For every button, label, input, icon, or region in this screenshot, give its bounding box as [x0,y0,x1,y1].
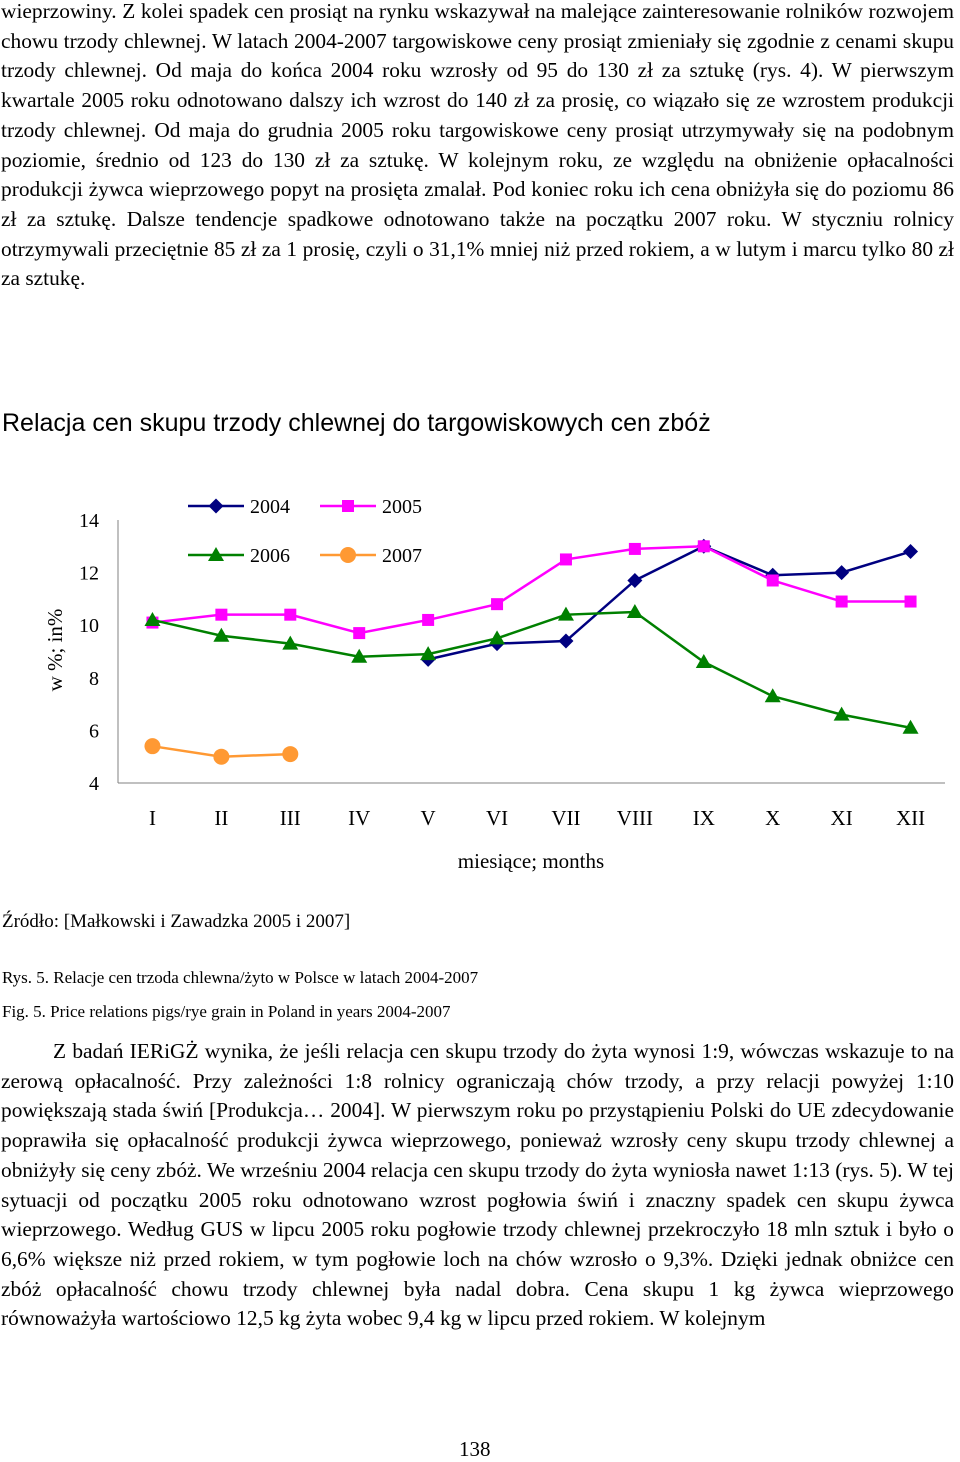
legend-box [158,488,442,576]
data-point-2006 [902,719,919,734]
y-tick-label: 14 [79,510,99,532]
data-point-2006 [213,627,230,642]
legend-item-2005: 2005 [320,496,422,518]
series-line-2004 [427,544,911,661]
legend-marker [208,547,224,561]
legend-marker [340,547,356,563]
chart-title: Relacja cen skupu trzody chlewnej do tar… [2,409,711,437]
data-point-2006 [833,706,850,721]
x-tick-label: IV [348,806,370,830]
x-tick-label: XII [896,806,925,830]
legend-label: 2005 [382,496,422,518]
y-tick-labels: 4 6 8 10 12 14 [79,510,99,795]
x-tick-label: I [149,806,156,830]
data-point-2004 [558,633,574,649]
legend-marker [342,500,354,512]
data-point-2005 [697,540,710,553]
y-tick-label: 10 [79,615,99,637]
y-tick-label: 12 [79,563,99,585]
chart-legend: 2004 2005 2006 2007 [158,488,442,576]
source-note: Źródło: [Małkowski i Zawadzka 2005 i 200… [2,911,351,932]
data-point-2006 [144,611,161,626]
data-point-2007 [144,738,161,755]
y-axis-label: w %; in% [43,609,67,692]
data-point-2007 [213,748,230,765]
legend-marker [208,498,224,514]
x-tick-labels: I II III IV V VI VII VIII IX X XI XII [149,806,925,830]
data-point-2005 [766,574,779,587]
legend-label: 2007 [382,545,422,567]
series-line-2005 [152,545,911,635]
x-tick-label: III [280,806,301,830]
paragraph-bottom: Z badań IERiGŻ wynika, że jeśli relacja … [1,1039,954,1331]
figure-caption-en: Fig. 5. Price relations pigs/rye grain i… [2,1002,451,1021]
data-point-2005 [904,595,917,608]
data-point-2006 [764,688,781,703]
y-tick-label: 6 [89,720,99,742]
x-tick-label: VII [551,806,580,830]
legend-label: 2004 [250,496,290,518]
data-point-2006 [626,604,643,619]
x-tick-label: XI [831,806,853,830]
x-tick-label: V [421,806,436,830]
data-point-2007 [282,746,299,763]
legend-item-2006: 2006 [188,545,290,567]
data-point-2005 [628,542,641,555]
paragraph-top: wieprzowiny. Z kolei spadek cen prosiąt … [1,0,954,291]
series-line-2006 [152,610,911,729]
chart-series [144,538,919,765]
series-2006 [144,604,919,734]
data-point-2006 [420,646,437,661]
data-point-2004 [834,565,850,581]
data-point-2005 [559,553,572,566]
data-point-2005 [491,598,504,611]
x-tick-label: IX [693,806,715,830]
data-point-2005 [215,608,228,621]
data-point-2004 [627,572,643,588]
x-tick-label: VI [486,806,508,830]
data-point-2005 [835,595,848,608]
data-point-2004 [903,544,919,560]
y-tick-label: 8 [89,668,99,690]
data-point-2005 [284,608,297,621]
legend-item-2007: 2007 [320,545,422,567]
figure-caption-pl: Rys. 5. Relacje cen trzoda chlewna/żyto … [2,968,479,987]
legend-item-2004: 2004 [188,496,290,518]
data-point-2006 [351,648,368,663]
data-point-2006 [557,606,574,621]
legend-label: 2006 [250,545,290,567]
x-tick-label: X [765,806,780,830]
page-number: 138 [459,1437,491,1461]
data-point-2005 [353,627,366,640]
x-tick-label: II [214,806,228,830]
data-point-2006 [282,635,299,650]
y-tick-label: 4 [89,773,99,795]
x-tick-label: VIII [617,806,653,830]
data-point-2006 [695,654,712,669]
data-point-2005 [422,613,435,626]
chart-axes [117,520,945,784]
series-2007 [144,738,299,765]
x-axis-label: miesiące; months [458,849,604,873]
data-point-2006 [489,630,506,645]
